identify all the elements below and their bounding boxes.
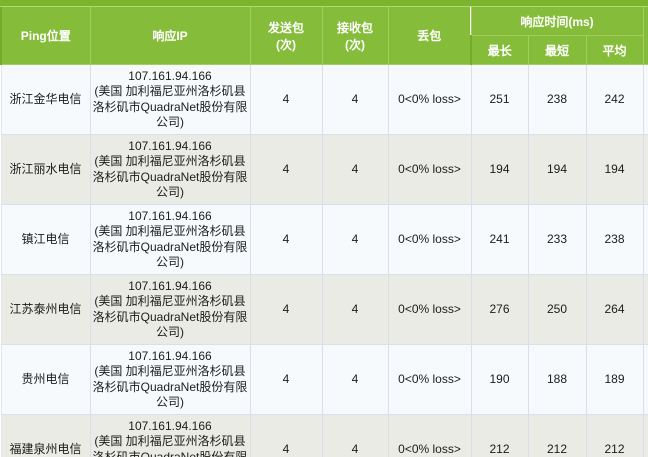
cell-avg-time: 264 xyxy=(586,273,644,345)
table-header: Ping位置 响应IP 发送包 (次) 接收包 (次) 丢包 响应时间(ms) … xyxy=(0,7,648,65)
ip-location-note: (美国 加利福尼亚州洛杉矶县洛杉矶市QuadraNet股份有限公司) xyxy=(92,294,248,340)
cell-max-time: 241 xyxy=(471,203,529,275)
column-header-ip: 响应IP xyxy=(89,7,251,65)
cell-min-time: 233 xyxy=(528,203,587,275)
column-header-received-line1: 接收包 xyxy=(336,20,373,35)
cell-packet-loss: 0<0% loss> xyxy=(388,64,472,135)
ip-location-note: (美国 加利福尼亚州洛杉矶县洛杉矶市QuadraNet股份有限公司) xyxy=(92,434,248,457)
cell-ping-location: 福建泉州电信 xyxy=(0,413,91,457)
cell-packet-loss: 0<0% loss> xyxy=(388,343,472,415)
cell-response-ip: 107.161.94.166 (美国 加利福尼亚州洛杉矶县洛杉矶市QuadraN… xyxy=(90,413,251,457)
cell-min-time: 212 xyxy=(528,413,587,457)
ip-address: 107.161.94.166 xyxy=(128,278,212,293)
cell-response-ip: 107.161.94.166 (美国 加利福尼亚州洛杉矶县洛杉矶市QuadraN… xyxy=(90,203,251,275)
table-row: 江苏泰州电信 107.161.94.166 (美国 加利福尼亚州洛杉矶县洛杉矶市… xyxy=(0,273,648,345)
cell-min-time: 188 xyxy=(528,343,587,415)
column-header-sent: 发送包 (次) xyxy=(249,7,323,65)
column-header-sent-line2: (次) xyxy=(276,37,296,52)
ping-results-table: Ping位置 响应IP 发送包 (次) 接收包 (次) 丢包 响应时间(ms) … xyxy=(0,7,648,457)
cell-received-packets: 4 xyxy=(322,413,389,457)
ip-address: 107.161.94.166 xyxy=(128,418,212,433)
column-header-location: Ping位置 xyxy=(0,7,91,65)
ip-location-note: (美国 加利福尼亚州洛杉矶县洛杉矶市QuadraNet股份有限公司) xyxy=(92,364,248,410)
ip-location-note: (美国 加利福尼亚州洛杉矶县洛杉矶市QuadraNet股份有限公司) xyxy=(92,224,248,270)
column-header-min: 最短 xyxy=(527,35,587,65)
ip-address: 107.161.94.166 xyxy=(128,69,212,83)
cell-received-packets: 4 xyxy=(322,133,389,205)
cell-clipped xyxy=(643,64,648,135)
cell-received-packets: 4 xyxy=(322,203,389,275)
cell-response-ip: 107.161.94.166 (美国 加利福尼亚州洛杉矶县洛杉矶市QuadraN… xyxy=(90,64,251,135)
cell-avg-time: 194 xyxy=(586,133,644,205)
cell-clipped xyxy=(643,203,648,275)
header-row-sub: 最长 最短 平均 xyxy=(1,35,648,65)
table-body: 浙江金华电信 107.161.94.166 (美国 加利福尼亚州洛杉矶县洛杉矶市… xyxy=(0,64,648,457)
cell-clipped xyxy=(643,133,648,205)
cell-ping-location: 浙江金华电信 xyxy=(0,64,91,135)
table-row: 浙江丽水电信 107.161.94.166 (美国 加利福尼亚州洛杉矶县洛杉矶市… xyxy=(0,133,648,205)
cell-max-time: 251 xyxy=(471,64,529,135)
cell-packet-loss: 0<0% loss> xyxy=(388,203,472,275)
cell-received-packets: 4 xyxy=(322,343,389,415)
cell-packet-loss: 0<0% loss> xyxy=(388,133,472,205)
cell-packet-loss: 0<0% loss> xyxy=(388,273,472,345)
cell-ping-location: 镇江电信 xyxy=(0,203,91,275)
ip-address: 107.161.94.166 xyxy=(128,208,212,223)
column-header-loss: 丢包 xyxy=(387,7,472,65)
column-header-sent-line1: 发送包 xyxy=(267,20,304,35)
ip-location-note: (美国 加利福尼亚州洛杉矶县洛杉矶市QuadraNet股份有限公司) xyxy=(92,154,248,200)
cell-sent-packets: 4 xyxy=(250,203,323,275)
column-header-max: 最长 xyxy=(470,35,529,65)
cell-clipped xyxy=(643,273,648,345)
cell-sent-packets: 4 xyxy=(250,64,323,135)
cell-ping-location: 江苏泰州电信 xyxy=(0,273,91,345)
cell-response-ip: 107.161.94.166 (美国 加利福尼亚州洛杉矶县洛杉矶市QuadraN… xyxy=(90,273,251,345)
cell-clipped xyxy=(643,343,648,415)
cell-sent-packets: 4 xyxy=(250,343,323,415)
cell-sent-packets: 4 xyxy=(250,413,323,457)
cell-response-ip: 107.161.94.166 (美国 加利福尼亚州洛杉矶县洛杉矶市QuadraN… xyxy=(90,133,251,205)
table-top-border xyxy=(0,0,648,7)
cell-clipped xyxy=(643,413,648,457)
cell-max-time: 190 xyxy=(471,343,529,415)
column-header-response-time: 响应时间(ms) xyxy=(470,7,644,36)
table-row: 福建泉州电信 107.161.94.166 (美国 加利福尼亚州洛杉矶县洛杉矶市… xyxy=(0,413,648,457)
cell-avg-time: 212 xyxy=(586,413,644,457)
cell-avg-time: 242 xyxy=(586,64,644,135)
cell-max-time: 194 xyxy=(471,133,529,205)
column-header-received: 接收包 (次) xyxy=(321,7,389,65)
cell-received-packets: 4 xyxy=(322,273,389,345)
cell-sent-packets: 4 xyxy=(250,273,323,345)
cell-avg-time: 238 xyxy=(586,203,644,275)
cell-max-time: 276 xyxy=(471,273,529,345)
cell-min-time: 250 xyxy=(528,273,587,345)
column-header-avg: 平均 xyxy=(585,35,644,65)
table-row: 浙江金华电信 107.161.94.166 (美国 加利福尼亚州洛杉矶县洛杉矶市… xyxy=(0,64,648,135)
table-row: 镇江电信 107.161.94.166 (美国 加利福尼亚州洛杉矶县洛杉矶市Qu… xyxy=(0,203,648,275)
cell-min-time: 194 xyxy=(528,133,587,205)
column-header-clipped xyxy=(642,7,648,65)
cell-response-ip: 107.161.94.166 (美国 加利福尼亚州洛杉矶县洛杉矶市QuadraN… xyxy=(90,343,251,415)
cell-avg-time: 189 xyxy=(586,343,644,415)
cell-packet-loss: 0<0% loss> xyxy=(388,413,472,457)
cell-ping-location: 浙江丽水电信 xyxy=(0,133,91,205)
column-header-received-line2: (次) xyxy=(345,37,365,52)
ip-address: 107.161.94.166 xyxy=(128,138,212,153)
table-row: 贵州电信 107.161.94.166 (美国 加利福尼亚州洛杉矶县洛杉矶市Qu… xyxy=(0,343,648,415)
cell-max-time: 212 xyxy=(471,413,529,457)
header-row-main: Ping位置 响应IP 发送包 (次) 接收包 (次) 丢包 响应时间(ms) xyxy=(0,7,648,65)
cell-min-time: 238 xyxy=(528,64,587,135)
ip-location-note: (美国 加利福尼亚州洛杉矶县洛杉矶市QuadraNet股份有限公司) xyxy=(92,84,248,130)
ip-address: 107.161.94.166 xyxy=(128,348,212,363)
cell-sent-packets: 4 xyxy=(250,133,323,205)
cell-received-packets: 4 xyxy=(322,64,389,135)
cell-ping-location: 贵州电信 xyxy=(0,343,91,415)
